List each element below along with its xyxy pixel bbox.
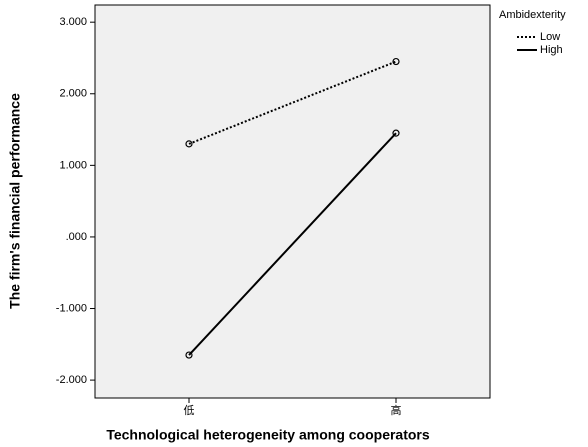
legend-label: High — [540, 44, 563, 56]
y-tick-label: .000 — [66, 231, 87, 243]
legend-title: Ambidexterity — [499, 9, 566, 21]
y-axis-title: The firm's financial performance — [7, 93, 23, 309]
legend-label: Low — [540, 31, 560, 43]
y-tick-label: 3.000 — [59, 16, 87, 28]
series-line — [188, 132, 397, 356]
y-tick-label: -2.000 — [56, 374, 87, 386]
point-marker — [392, 57, 400, 66]
x-tick-label: 高 — [391, 403, 402, 417]
point-marker — [392, 129, 400, 137]
y-tick-label: -1.000 — [56, 302, 87, 314]
y-tick-label: 1.000 — [59, 159, 87, 171]
x-axis-title: Technological heterogeneity among cooper… — [106, 427, 430, 443]
series-line — [188, 60, 397, 145]
x-tick-label: 低 — [184, 404, 195, 417]
plot-area — [94, 4, 491, 399]
point-marker — [185, 140, 193, 148]
y-tick-label: 2.000 — [59, 88, 87, 100]
point-marker — [185, 351, 193, 359]
